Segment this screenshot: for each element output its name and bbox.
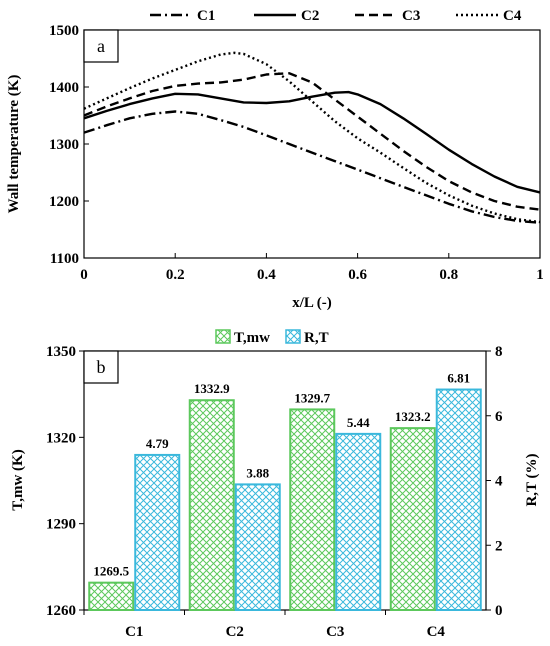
y-axis-label-b: T,mw (K) xyxy=(10,449,26,510)
plot-frame-a xyxy=(83,29,541,259)
x-tick-label-a: 0.4 xyxy=(257,267,276,283)
y-tick-label-b: 1290 xyxy=(46,517,76,533)
y-tick-label-b: 1260 xyxy=(46,603,76,619)
y-tick-label-a: 1400 xyxy=(49,80,79,96)
y-tick-labels-b: 1260 1290 1320 1350 xyxy=(46,344,84,619)
bar-r-t-c4 xyxy=(435,388,482,611)
data-label-r-t-c1: 4.79 xyxy=(146,436,169,451)
category-label-c3: C3 xyxy=(326,624,344,640)
legend-b: T,mw R,T xyxy=(215,329,329,346)
legend-swatch-r-t xyxy=(285,329,301,344)
y2-axis-label-b: R,T (%) xyxy=(524,453,540,506)
panel-b-label-box xyxy=(83,350,119,384)
data-label-t-mw-c3: 1329.7 xyxy=(294,390,330,405)
x-tick-label-a: 0.6 xyxy=(348,267,367,283)
legend-label-t-mw: T,mw xyxy=(234,330,270,346)
data-label-t-mw-c1: 1269.5 xyxy=(93,564,129,579)
bar-group: 1269.5 4.79 1332.9 3.88 1329.7 5.44 1323.2 6.81 xyxy=(88,371,482,612)
y-tick-label-b: 1350 xyxy=(46,344,76,360)
bar-r-t-c1 xyxy=(134,453,181,611)
legend-label-c3: C3 xyxy=(402,8,420,24)
category-label-c4: C4 xyxy=(427,624,446,640)
y2-tick-label-b: 0 xyxy=(495,603,503,619)
bar-chart-panel-b: b 1269.5 4.79 1332.9 3.88 1329.7 5.44 1323.2 6.… xyxy=(10,329,540,640)
y-tick-label-a: 1200 xyxy=(49,194,79,210)
x-tick-label-a: 0 xyxy=(80,267,88,283)
data-label-r-t-c4: 6.81 xyxy=(447,371,470,386)
y-tick-label-a: 1100 xyxy=(50,251,79,267)
data-label-t-mw-c4: 1323.2 xyxy=(395,409,431,424)
line-chart-panel-a: a 0 0.2 0.4 0.6 0.8 1 1100 1200 1300 1400 1500 x/… xyxy=(6,8,544,311)
line-series-group xyxy=(83,51,541,224)
category-label-c1: C1 xyxy=(125,624,143,640)
category-label-c2: C2 xyxy=(226,624,244,640)
legend-label-c1: C1 xyxy=(197,8,215,24)
bar-t-mw-c4 xyxy=(389,427,436,611)
x-tick-label-a: 0.2 xyxy=(166,267,185,283)
y2-tick-label-b: 6 xyxy=(495,409,503,425)
data-label-r-t-c3: 5.44 xyxy=(347,415,370,430)
y-tick-label-a: 1500 xyxy=(49,23,79,39)
bar-t-mw-c2 xyxy=(188,399,235,611)
x-tick-labels-a: 0 0.2 0.4 0.6 0.8 1 xyxy=(80,253,544,283)
x-axis-label-a: x/L (-) xyxy=(292,295,332,311)
series-line-c2 xyxy=(83,90,541,194)
y-axis-label-a: Wall temperature (K) xyxy=(6,75,22,214)
x-tick-label-a: 0.8 xyxy=(439,267,458,283)
legend-label-c2: C2 xyxy=(301,8,319,24)
legend-swatch-t-mw xyxy=(215,329,231,344)
data-label-r-t-c2: 3.88 xyxy=(246,465,269,480)
y2-tick-label-b: 2 xyxy=(495,538,503,554)
category-labels-b: C1 C2 C3 C4 xyxy=(83,610,446,640)
legend-label-c4: C4 xyxy=(503,8,522,24)
series-line-c4 xyxy=(83,51,541,224)
bar-r-t-c3 xyxy=(335,432,382,611)
series-line-c1 xyxy=(83,110,541,224)
y-tick-label-a: 1300 xyxy=(49,137,79,153)
series-line-c3 xyxy=(83,72,541,211)
y2-tick-labels-b: 0 2 4 6 8 xyxy=(486,344,503,619)
data-label-t-mw-c2: 1332.9 xyxy=(194,381,230,396)
y2-tick-label-b: 4 xyxy=(495,474,503,490)
y2-tick-label-b: 8 xyxy=(495,344,503,360)
panel-a-label-box xyxy=(83,29,119,63)
y-tick-label-b: 1320 xyxy=(46,430,76,446)
bar-t-mw-c3 xyxy=(289,408,336,611)
bar-t-mw-c1 xyxy=(88,581,135,612)
legend-label-r-t: R,T xyxy=(304,330,329,346)
x-tick-label-a: 1 xyxy=(536,267,544,283)
y-tick-labels-a: 1100 1200 1300 1400 1500 xyxy=(49,23,89,267)
bar-r-t-c2 xyxy=(234,483,281,612)
panel-a-label: a xyxy=(97,36,105,56)
panel-b-label: b xyxy=(97,357,106,377)
legend-a: C1 C2 C3 C4 xyxy=(150,8,522,24)
